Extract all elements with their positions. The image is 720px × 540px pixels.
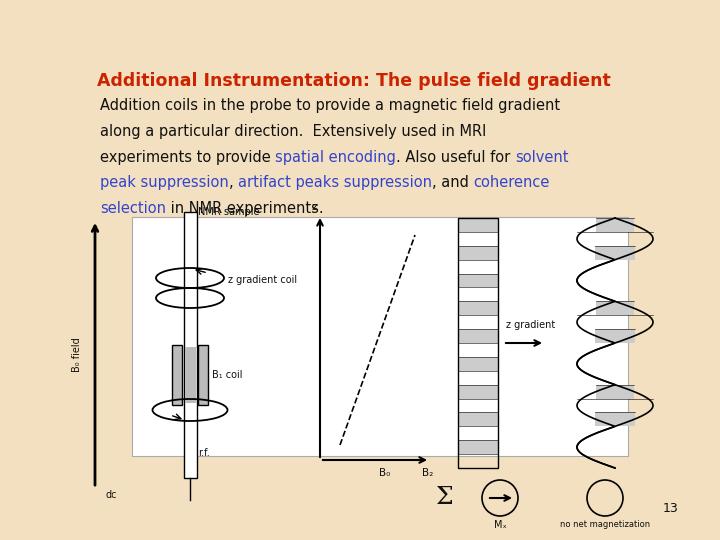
Bar	[458, 218, 498, 468]
Text: coherence: coherence	[474, 176, 550, 191]
Text: NMR sample: NMR sample	[198, 207, 259, 217]
Text: artifact peaks suppression: artifact peaks suppression	[238, 176, 432, 191]
Text: z gradient coil: z gradient coil	[228, 275, 297, 285]
Text: along a particular direction.  Extensively used in MRI: along a particular direction. Extensivel…	[100, 124, 487, 139]
Text: , and: , and	[432, 176, 474, 191]
Text: . Also useful for: . Also useful for	[396, 150, 516, 165]
Text: experiments to provide: experiments to provide	[100, 150, 276, 165]
Text: Additional Instrumentation: The pulse field gradient: Additional Instrumentation: The pulse fi…	[96, 72, 611, 90]
Text: r.f.: r.f.	[198, 448, 210, 458]
Bar	[198, 345, 208, 405]
Text: selection: selection	[100, 201, 166, 216]
Bar	[458, 413, 498, 427]
Bar	[458, 384, 498, 399]
Text: no net magnetization: no net magnetization	[560, 520, 650, 529]
Text: peak suppression: peak suppression	[100, 176, 229, 191]
Text: z: z	[311, 202, 317, 212]
Text: Mₓ: Mₓ	[494, 520, 506, 530]
Text: solvent: solvent	[516, 150, 569, 165]
Text: Σ: Σ	[436, 487, 454, 510]
Text: B₂: B₂	[423, 468, 433, 478]
Text: spatial encoding: spatial encoding	[276, 150, 396, 165]
Text: Addition coils in the probe to provide a magnetic field gradient: Addition coils in the probe to provide a…	[100, 98, 560, 113]
Bar	[595, 246, 634, 260]
Text: B₀ field: B₀ field	[72, 338, 82, 373]
Text: B₀: B₀	[379, 468, 391, 478]
Bar	[458, 301, 498, 315]
Text: 13: 13	[663, 502, 679, 515]
Bar	[185, 347, 196, 403]
Bar	[458, 357, 498, 371]
Text: ,: ,	[229, 176, 238, 191]
Bar	[458, 329, 498, 343]
Bar	[595, 329, 634, 343]
Bar	[596, 301, 634, 315]
Text: z gradient: z gradient	[506, 320, 555, 330]
Bar	[596, 384, 634, 399]
Text: B₁ coil: B₁ coil	[212, 370, 243, 380]
FancyBboxPatch shape	[132, 217, 629, 456]
Bar	[596, 218, 634, 232]
Bar	[458, 218, 498, 232]
Text: in NMR experiments.: in NMR experiments.	[166, 201, 324, 216]
Bar	[458, 274, 498, 287]
Text: dc: dc	[105, 490, 117, 500]
Bar	[595, 413, 634, 427]
Bar	[184, 212, 197, 478]
Bar	[172, 345, 182, 405]
Bar	[458, 440, 498, 454]
Bar	[458, 246, 498, 260]
